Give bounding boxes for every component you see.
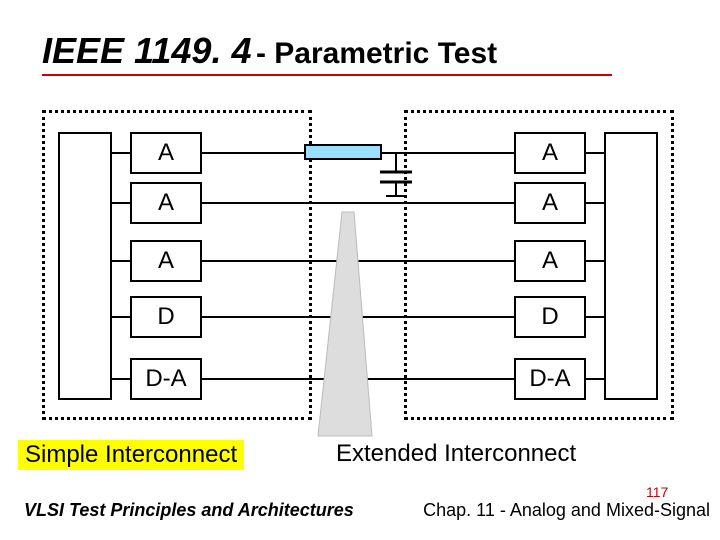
page-number: 117 [646, 484, 668, 500]
conn-l3 [112, 316, 130, 318]
label-extended-interconnect: Extended Interconnect [330, 440, 582, 468]
title-ieee-part: IEEE 1149. 4 [42, 30, 251, 71]
wire-row3 [202, 316, 514, 318]
capacitor-icon [378, 152, 418, 208]
conn-r0 [586, 152, 604, 154]
label-text: Simple Interconnect [25, 441, 237, 468]
port-label: A [158, 189, 174, 217]
port-label: A [542, 189, 558, 217]
label-text: Extended Interconnect [336, 440, 576, 467]
conn-l4 [112, 378, 130, 380]
left-port-2: A [130, 240, 202, 282]
conn-r4 [586, 378, 604, 380]
left-port-0: A [130, 132, 202, 174]
right-port-3: D [514, 296, 586, 338]
port-label: A [158, 247, 174, 275]
resistor-icon [304, 144, 382, 160]
left-port-4: D-A [130, 358, 202, 400]
left-port-3: D [130, 296, 202, 338]
conn-l2 [112, 260, 130, 262]
port-label: A [158, 139, 174, 167]
right-port-1: A [514, 182, 586, 224]
label-simple-interconnect: Simple Interconnect [18, 440, 244, 470]
right-port-0: A [514, 132, 586, 174]
right-port-4: D-A [514, 358, 586, 400]
port-label: D-A [529, 365, 570, 393]
conn-r3 [586, 316, 604, 318]
port-label: D [541, 303, 558, 331]
port-label: A [542, 247, 558, 275]
wire-row1 [202, 202, 514, 204]
port-label: A [542, 139, 558, 167]
port-label: D-A [145, 365, 186, 393]
conn-r2 [586, 260, 604, 262]
wire-row2 [202, 260, 514, 262]
title-underline [42, 74, 612, 76]
conn-r1 [586, 202, 604, 204]
footer-right: Chap. 11 - Analog and Mixed-Signal [400, 500, 710, 521]
wire-row4 [202, 378, 514, 380]
conn-l1 [112, 202, 130, 204]
conn-l0 [112, 152, 130, 154]
right-port-2: A [514, 240, 586, 282]
slide-title: IEEE 1149. 4 - Parametric Test [42, 30, 497, 72]
left-port-1: A [130, 182, 202, 224]
right-core-block [604, 132, 658, 400]
port-label: D [157, 303, 174, 331]
title-rest-part: - Parametric Test [256, 37, 497, 70]
left-core-block [58, 132, 112, 400]
footer-left: VLSI Test Principles and Architectures [24, 500, 354, 521]
wire-row0-left [202, 152, 304, 154]
